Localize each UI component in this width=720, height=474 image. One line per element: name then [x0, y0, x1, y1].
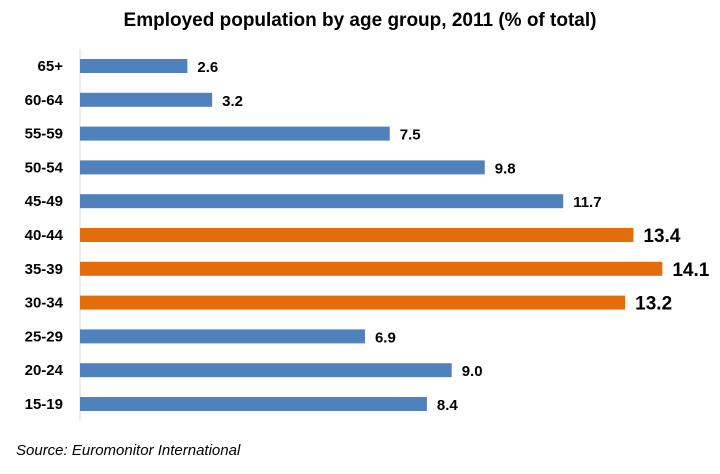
- bar: [80, 261, 663, 276]
- category-label: 45-49: [25, 193, 63, 210]
- category-label: 20-24: [25, 362, 64, 379]
- bar: [80, 126, 390, 141]
- bar: [80, 363, 452, 378]
- bar: [80, 397, 427, 411]
- category-label: 30-34: [25, 295, 64, 312]
- value-label: 13.4: [643, 226, 680, 247]
- category-label: 60-64: [25, 92, 64, 109]
- category-label: 55-59: [25, 126, 63, 143]
- value-label: 7.5: [400, 127, 421, 144]
- category-label: 65+: [38, 58, 64, 75]
- category-label: 40-44: [25, 227, 64, 244]
- value-label: 6.9: [375, 329, 396, 346]
- bar: [80, 160, 485, 175]
- category-label: 50-54: [25, 159, 64, 176]
- category-label: 35-39: [25, 261, 63, 278]
- value-label: 3.2: [222, 93, 243, 110]
- bar: [80, 59, 188, 73]
- bar: [80, 329, 365, 344]
- bar: [80, 194, 564, 209]
- bar: [80, 295, 626, 310]
- value-label: 9.0: [462, 363, 483, 380]
- source-note: Source: Euromonitor International: [16, 442, 241, 459]
- chart-title: Employed population by age group, 2011 (…: [123, 10, 597, 31]
- bar: [80, 92, 213, 107]
- value-label: 2.6: [197, 59, 218, 76]
- value-label: 8.4: [437, 397, 459, 414]
- value-label: 11.7: [573, 194, 601, 211]
- value-label: 14.1: [672, 260, 709, 281]
- category-label: 15-19: [25, 396, 63, 413]
- bar: [80, 228, 634, 242]
- value-label: 13.2: [635, 294, 672, 315]
- category-label: 25-29: [25, 328, 63, 345]
- value-label: 9.8: [495, 160, 516, 177]
